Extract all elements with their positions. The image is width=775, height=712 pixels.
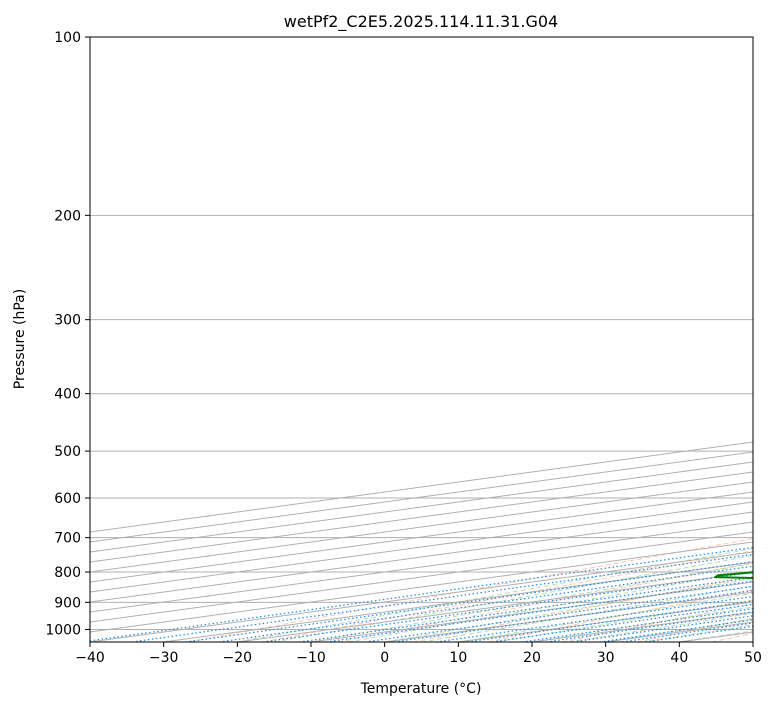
- y-tick-label: 100: [54, 30, 81, 46]
- y-tick-label: 700: [54, 531, 81, 547]
- x-tick-label: 50: [744, 650, 762, 666]
- x-tick-label: −40: [75, 650, 105, 666]
- x-tick-label: −20: [223, 650, 253, 666]
- x-tick-label: 20: [523, 650, 541, 666]
- y-tick-label: 600: [54, 491, 81, 507]
- y-axis-label: Pressure (hPa): [12, 289, 28, 389]
- chart-title: wetPf2_C2E5.2025.114.11.31.G04: [284, 12, 558, 32]
- x-tick-label: −30: [149, 650, 179, 666]
- x-tick-label: 10: [449, 650, 467, 666]
- x-axis-label: Temperature (°C): [360, 681, 482, 697]
- x-tick-label: 30: [597, 650, 615, 666]
- y-tick-label: 1000: [45, 622, 81, 638]
- y-tick-label: 300: [54, 313, 81, 329]
- y-tick-label: 200: [54, 208, 81, 224]
- y-tick-label: 800: [54, 565, 81, 581]
- y-tick-label: 900: [54, 595, 81, 611]
- y-tick-label: 500: [54, 444, 81, 460]
- x-tick-label: 40: [670, 650, 688, 666]
- y-tick-label: 400: [54, 387, 81, 403]
- x-tick-label: −10: [296, 650, 326, 666]
- x-tick-label: 0: [380, 650, 389, 666]
